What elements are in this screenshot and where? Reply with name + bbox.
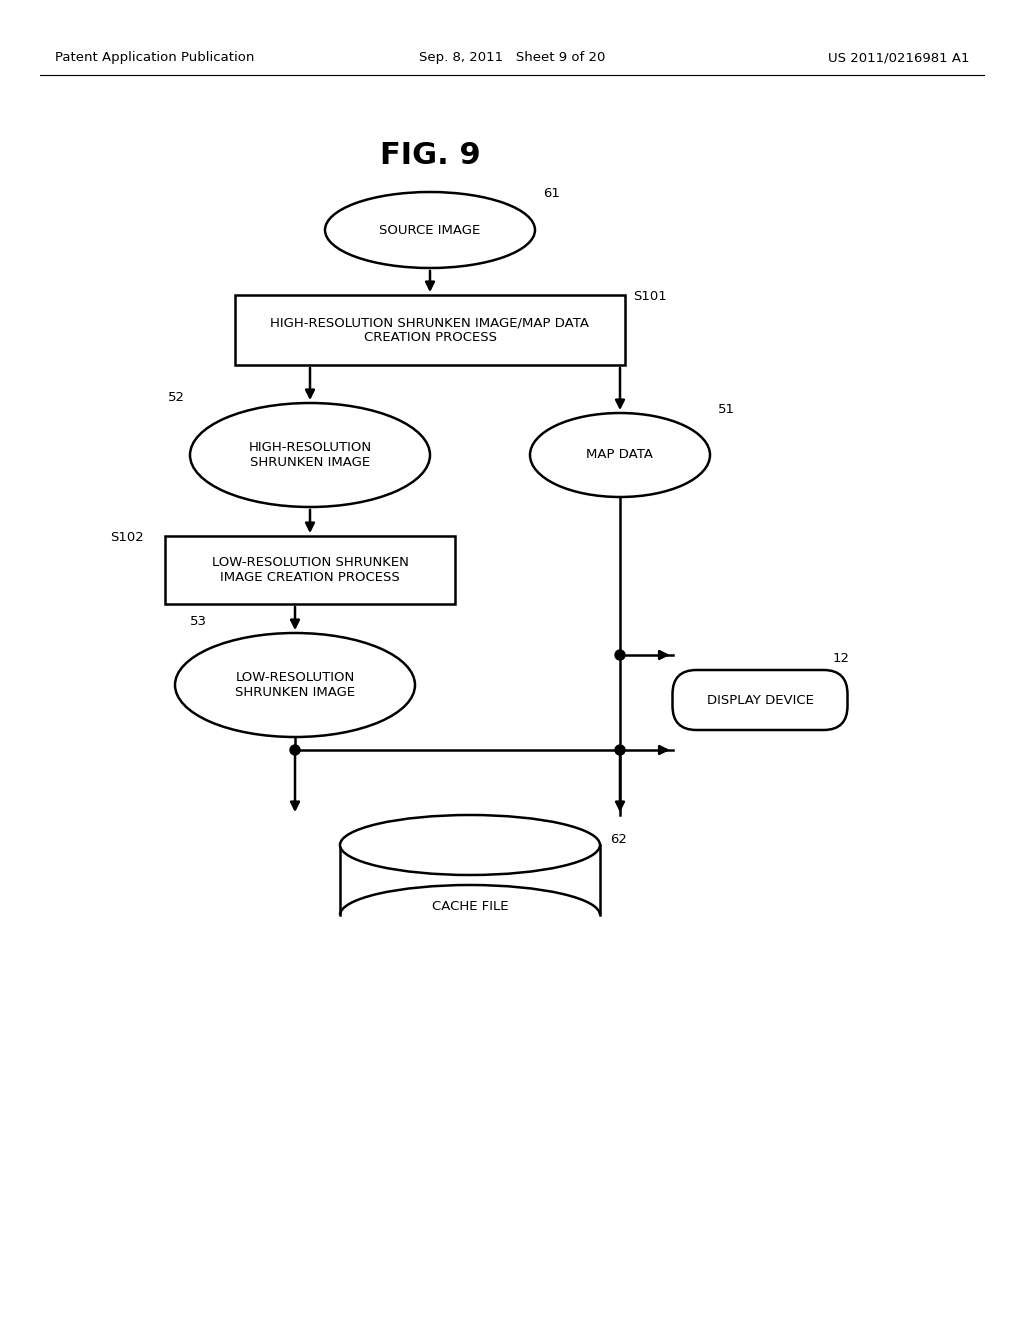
Text: 61: 61 [543,187,560,201]
Text: Patent Application Publication: Patent Application Publication [55,51,254,65]
Text: US 2011/0216981 A1: US 2011/0216981 A1 [828,51,970,65]
Text: LOW-RESOLUTION
SHRUNKEN IMAGE: LOW-RESOLUTION SHRUNKEN IMAGE [234,671,355,700]
Text: 53: 53 [190,615,207,628]
Bar [165,536,455,605]
Circle shape [615,744,625,755]
Text: 52: 52 [168,391,185,404]
Text: FIG. 9: FIG. 9 [380,140,480,169]
Text: S101: S101 [633,290,667,304]
Text: Sep. 8, 2011   Sheet 9 of 20: Sep. 8, 2011 Sheet 9 of 20 [419,51,605,65]
Circle shape [290,744,300,755]
Text: MAP DATA: MAP DATA [587,449,653,462]
Text: 51: 51 [718,403,735,416]
Circle shape [615,649,625,660]
Bar [340,845,600,915]
Text: HIGH-RESOLUTION SHRUNKEN IMAGE/MAP DATA
CREATION PROCESS: HIGH-RESOLUTION SHRUNKEN IMAGE/MAP DATA … [270,315,590,345]
Bar [234,294,625,366]
Text: S102: S102 [110,531,143,544]
Text: CACHE FILE: CACHE FILE [432,899,508,912]
Text: HIGH-RESOLUTION
SHRUNKEN IMAGE: HIGH-RESOLUTION SHRUNKEN IMAGE [249,441,372,469]
Ellipse shape [340,814,600,875]
Text: 12: 12 [833,652,850,665]
Text: 62: 62 [610,833,627,846]
Text: SOURCE IMAGE: SOURCE IMAGE [379,223,480,236]
Text: LOW-RESOLUTION SHRUNKEN
IMAGE CREATION PROCESS: LOW-RESOLUTION SHRUNKEN IMAGE CREATION P… [212,556,409,583]
Text: DISPLAY DEVICE: DISPLAY DEVICE [707,693,813,706]
